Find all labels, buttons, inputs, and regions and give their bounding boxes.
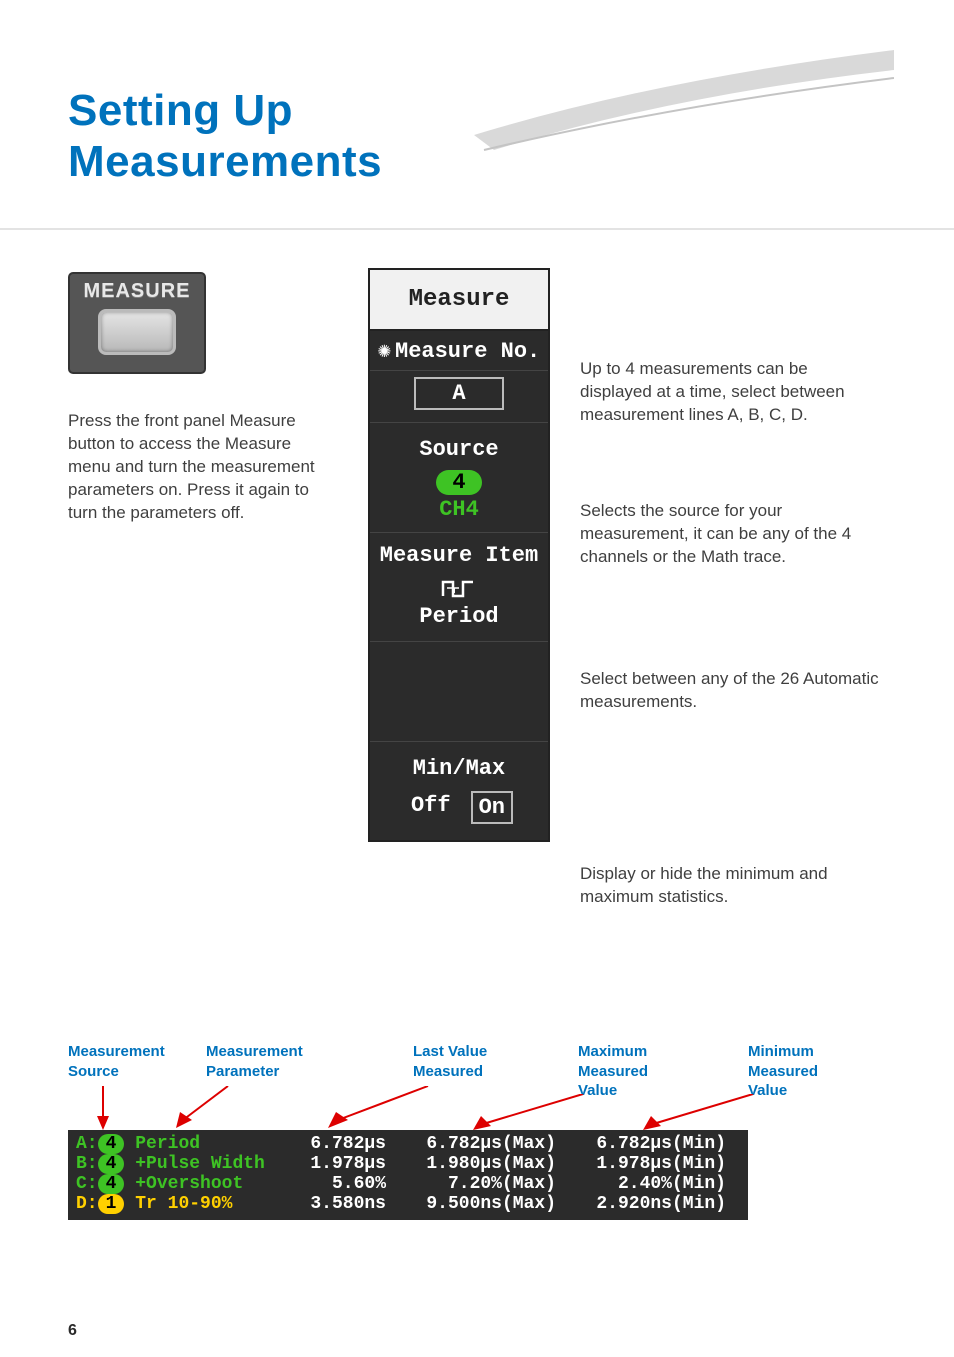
source-description: Selects the source for your measurement,…: [580, 500, 880, 569]
page-number: 6: [68, 1322, 77, 1340]
measure-menu: Measure ✺ Measure No. A Source 4 CH4 Mea…: [368, 268, 550, 842]
label-max-value: Maximum Measured Value: [578, 1042, 648, 1101]
arrow-icon: [88, 1086, 118, 1130]
horizontal-rule: [0, 228, 954, 230]
result-row: B:4 +Pulse Width1.978µs1.980µs(Max)1.978…: [76, 1154, 740, 1174]
result-row: C:4 +Overshoot5.60%7.20%(Max)2.40%(Min): [76, 1174, 740, 1194]
measure-item-row[interactable]: Measure Item T Period: [370, 533, 548, 642]
minmax-on-button[interactable]: On: [471, 791, 513, 824]
source-label: Source: [419, 437, 498, 462]
measure-item-description: Select between any of the 26 Automatic m…: [580, 668, 880, 714]
front-panel-measure-button: MEASURE: [68, 272, 206, 374]
measure-no-value: A: [414, 377, 503, 410]
label-min-value: Minimum Measured Value: [748, 1042, 818, 1101]
page-title-line1: Setting Up: [68, 86, 293, 135]
label-measurement-parameter: Measurement Parameter: [206, 1042, 303, 1081]
label-measurement-source: Measurement Source: [68, 1042, 165, 1081]
period-waveform-icon: T: [441, 576, 477, 602]
measure-menu-header: Measure: [370, 270, 548, 331]
arrow-icon: [168, 1086, 238, 1130]
menu-empty-row: [370, 642, 548, 742]
minmax-label: Min/Max: [413, 756, 505, 781]
result-row: A:4 Period6.782µs6.782µs(Max)6.782µs(Min…: [76, 1134, 740, 1154]
minmax-off-button[interactable]: Off: [405, 791, 457, 824]
decorative-swoosh: [474, 50, 894, 160]
result-row: D:1 Tr 10-90%3.580ns9.500ns(Max)2.920ns(…: [76, 1194, 740, 1214]
measure-no-label: Measure No.: [395, 339, 540, 364]
measure-item-label: Measure Item: [380, 543, 538, 568]
minmax-description: Display or hide the minimum and maximum …: [580, 863, 880, 909]
measure-no-row[interactable]: ✺ Measure No.: [370, 331, 548, 371]
measure-button-label: MEASURE: [83, 280, 190, 303]
gear-icon: ✺: [378, 341, 391, 363]
label-last-value: Last Value Measured: [413, 1042, 487, 1081]
measure-no-description: Up to 4 measurements can be displayed at…: [580, 358, 880, 427]
measure-item-value: Period: [419, 604, 498, 629]
source-row[interactable]: Source 4 CH4: [370, 423, 548, 533]
measure-button-description: Press the front panel Measure button to …: [68, 410, 338, 525]
arrow-icon: [633, 1094, 763, 1134]
minmax-row[interactable]: Min/Max Off On: [370, 742, 548, 840]
measure-button-cap: [98, 309, 176, 355]
arrow-icon: [318, 1086, 438, 1130]
arrow-icon: [463, 1094, 593, 1134]
svg-text:T: T: [452, 587, 457, 596]
source-channel-label: CH4: [439, 497, 479, 522]
measure-no-value-row[interactable]: A: [370, 371, 548, 423]
page-title-line2: Measurements: [68, 137, 382, 186]
measurement-results-panel: A:4 Period6.782µs6.782µs(Max)6.782µs(Min…: [68, 1130, 748, 1220]
source-channel-pill: 4: [436, 470, 481, 495]
page-title: Setting Up Measurements: [68, 86, 382, 187]
